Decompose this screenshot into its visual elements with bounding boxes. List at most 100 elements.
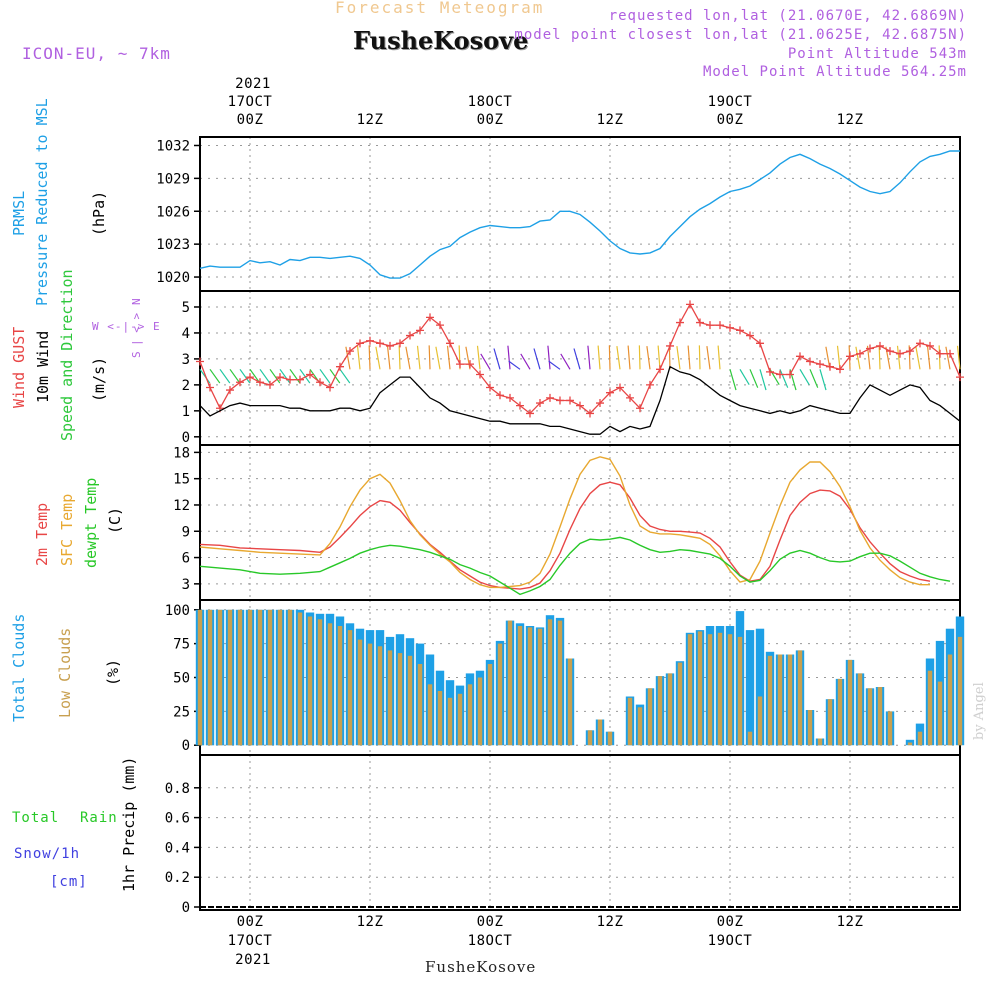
gust-marker [436, 321, 444, 330]
low-cloud-bar [737, 636, 743, 746]
low-cloud-bar [487, 664, 493, 746]
gust-marker [346, 347, 354, 356]
gust-marker [926, 341, 934, 350]
low-cloud-bar [357, 639, 363, 746]
clouds-ytick-label: 100 [165, 603, 190, 619]
wind-direction-arrow [749, 369, 759, 388]
gust-marker [496, 391, 504, 400]
gust-marker [566, 396, 574, 405]
low-cloud-bar [837, 678, 843, 746]
low-cloud-bar [497, 643, 503, 746]
gust-marker [726, 323, 734, 332]
wind-direction-arrow [676, 346, 681, 370]
low-cloud-bar [447, 697, 453, 746]
gust-marker [606, 388, 614, 397]
low-cloud-bar [327, 623, 333, 746]
low-cloud-bar [847, 659, 853, 746]
wind-direction-arrow [476, 345, 481, 370]
wind-direction-arrow [597, 345, 601, 370]
total-rain-label: Total [12, 810, 60, 826]
gust-marker [416, 326, 424, 335]
low-cloud-bar [877, 687, 883, 746]
bottom-date-label: 17OCT [227, 933, 273, 949]
top-date-label: 18OCT [467, 94, 513, 110]
gust-marker [746, 331, 754, 340]
gust-marker [476, 370, 484, 379]
gust-marker [406, 331, 414, 340]
low-cloud-bar [587, 730, 593, 746]
wind-direction-arrow [878, 345, 881, 370]
low-cloud-bar [727, 634, 733, 746]
low-cloud-bar [427, 684, 433, 746]
wind-ytick-label: 3 [182, 352, 190, 368]
gust-marker [556, 396, 564, 405]
wind-direction-arrow [319, 368, 331, 384]
low-cloud-bar [637, 707, 643, 746]
gust-marker [956, 373, 964, 382]
gust-marker [486, 383, 494, 392]
gust-marker [866, 344, 874, 353]
gust-marker [776, 370, 784, 379]
total-cloud-bar [755, 628, 765, 746]
wind-direction-arrow [687, 345, 691, 370]
clouds-ytick-label: 25 [173, 704, 190, 720]
precip-ytick-label: 0 [182, 900, 190, 916]
wind-direction-arrow [279, 368, 291, 384]
gust-marker [336, 362, 344, 371]
gust-marker [736, 326, 744, 335]
gust-marker [516, 401, 524, 410]
low-cloud-bar [767, 655, 773, 746]
pressure-ytick-label: 1026 [156, 204, 190, 220]
gust-marker [266, 380, 274, 389]
temp-ytick-label: 18 [173, 445, 190, 461]
wind-direction-arrow [739, 368, 750, 386]
gust-marker [446, 339, 454, 348]
gust-marker [536, 399, 544, 408]
low-cloud-bar [917, 731, 923, 746]
wind-ytick-label: 0 [182, 430, 190, 446]
forecast-subtitle: Forecast Meteogram [335, 0, 545, 17]
low-cloud-bar [287, 609, 293, 746]
gust-marker [326, 383, 334, 392]
gust-marker [946, 349, 954, 358]
gust-marker [546, 393, 554, 402]
wind-direction-arrow [573, 348, 581, 370]
gust-marker [626, 393, 634, 402]
gust-marker [856, 349, 864, 358]
top-hour-label: 00Z [476, 112, 504, 128]
wind-direction-arrow [199, 368, 211, 384]
wind-direction-arrow [926, 345, 931, 370]
gust-marker [656, 365, 664, 374]
gust-marker [646, 380, 654, 389]
low-cloud-bar [777, 654, 783, 746]
low-cloud-bar [807, 710, 813, 746]
low-cloud-bar [957, 636, 963, 746]
bottom-hour-label: 00Z [236, 914, 264, 930]
low-cloud-bar [217, 609, 223, 746]
top-date-label: 17OCT [227, 94, 273, 110]
wind-direction-arrow [706, 346, 711, 370]
low-cloud-bar [817, 738, 823, 746]
wind-direction-arrow [646, 346, 651, 370]
wind-ytick-label: 4 [182, 326, 190, 342]
gust-marker [206, 383, 214, 392]
gust-marker [506, 393, 514, 402]
gust-marker [806, 357, 814, 366]
low-cloud-bar [907, 742, 913, 746]
low-cloud-bar [517, 626, 523, 746]
precip-ytick-label: 0.6 [165, 811, 190, 827]
gust-marker [676, 318, 684, 327]
low-cloud-bar [477, 677, 483, 746]
bottom-date-label: 19OCT [707, 933, 753, 949]
low-cloud-bar [547, 619, 553, 746]
gust-marker [286, 375, 294, 384]
gust-marker [466, 360, 474, 369]
wind-direction-arrow [908, 345, 911, 370]
wind-direction-arrow [289, 368, 301, 384]
precip-frame [199, 754, 961, 911]
wind-direction-arrow [520, 353, 531, 370]
gust-marker [906, 347, 914, 356]
gust-marker [766, 367, 774, 376]
top-hour-label: 12Z [836, 112, 864, 128]
